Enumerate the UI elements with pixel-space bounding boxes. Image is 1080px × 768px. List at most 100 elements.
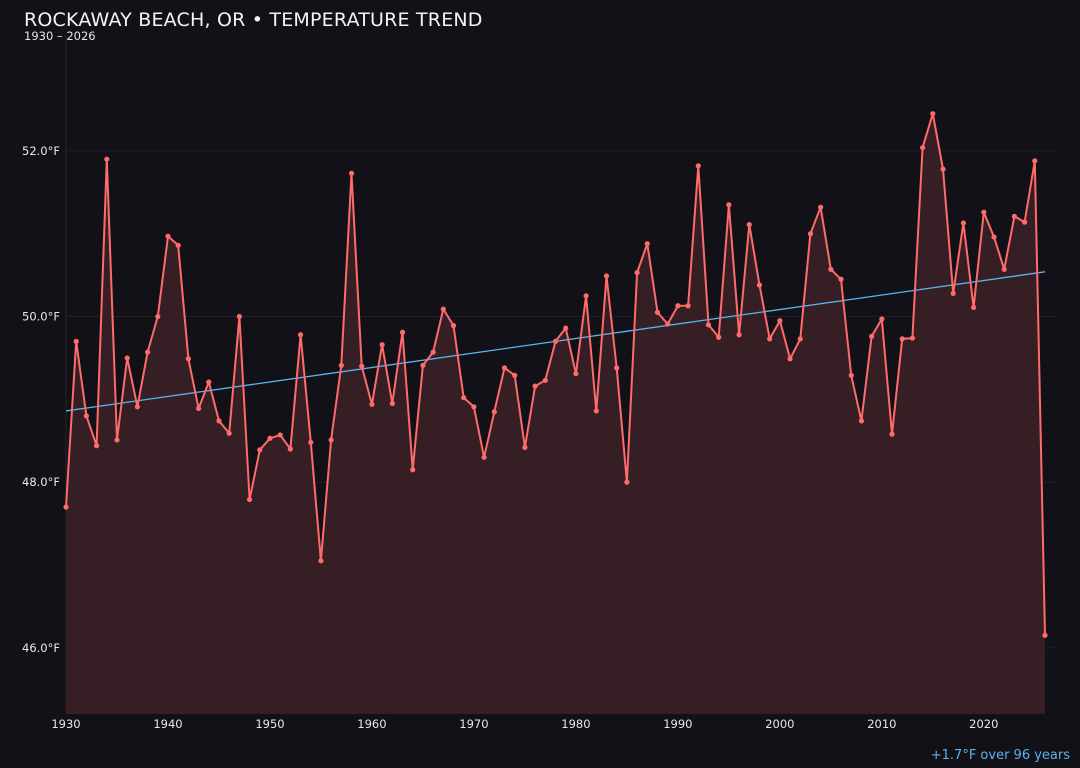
data-point — [155, 313, 161, 320]
data-point — [287, 446, 293, 452]
data-point — [297, 332, 304, 338]
data-point — [563, 325, 569, 331]
data-point — [522, 444, 528, 450]
data-point — [450, 323, 457, 329]
data-point — [73, 338, 79, 344]
data-point — [746, 222, 752, 228]
data-point — [675, 303, 681, 309]
area-fill — [66, 113, 1045, 714]
series-group — [63, 111, 1048, 638]
data-point — [991, 234, 997, 240]
x-tick-label: 1940 — [153, 717, 182, 731]
y-tick-label: 52.0°F — [22, 144, 60, 158]
data-point — [399, 329, 406, 335]
data-point — [726, 202, 732, 208]
data-point — [593, 408, 599, 414]
x-axis: 1930 1940 1950 1960 1970 1980 1990 2000 2010 2020 — [51, 717, 998, 731]
data-point — [838, 276, 844, 282]
data-point — [818, 204, 824, 210]
x-tick-label: 2010 — [867, 717, 896, 731]
data-point — [318, 558, 324, 564]
data-point — [501, 365, 508, 371]
data-point — [257, 447, 263, 453]
data-point — [787, 356, 793, 362]
data-point — [1042, 632, 1048, 638]
data-point — [767, 336, 773, 342]
data-point — [420, 362, 426, 368]
x-tick-label: 1960 — [357, 717, 386, 731]
data-point — [685, 303, 691, 309]
data-point — [716, 334, 722, 340]
data-point — [206, 379, 212, 385]
data-point — [124, 355, 130, 361]
data-point — [1022, 219, 1028, 225]
data-point — [583, 293, 589, 299]
y-axis: 46.0°F 48.0°F 50.0°F 52.0°F — [22, 144, 60, 655]
data-point — [960, 220, 967, 226]
data-point — [797, 336, 803, 342]
data-point — [634, 270, 640, 276]
data-point — [940, 166, 946, 172]
data-point — [644, 241, 650, 247]
data-point — [920, 145, 926, 151]
y-tick-label: 46.0°F — [22, 641, 60, 655]
data-point — [889, 431, 895, 437]
data-point — [1032, 158, 1038, 164]
y-tick-label: 48.0°F — [22, 475, 60, 489]
data-point — [134, 404, 140, 410]
x-tick-label: 1970 — [459, 717, 488, 731]
data-point — [338, 362, 344, 368]
data-point — [869, 333, 875, 340]
chart-title: ROCKAWAY BEACH, OR • TEMPERATURE TREND — [24, 9, 483, 31]
data-point — [542, 377, 548, 383]
data-point — [777, 318, 783, 324]
data-point — [512, 372, 518, 378]
data-point — [236, 313, 242, 320]
data-point — [756, 282, 763, 288]
data-point — [614, 365, 620, 371]
data-point — [226, 430, 232, 436]
data-point — [858, 418, 865, 424]
data-point — [144, 349, 151, 355]
data-point — [328, 437, 334, 443]
data-point — [114, 437, 120, 443]
data-point — [195, 405, 202, 412]
data-point — [552, 338, 559, 344]
x-tick-label: 2000 — [765, 717, 794, 731]
chart-subtitle: 1930 – 2026 — [24, 29, 96, 43]
data-point — [104, 156, 110, 162]
data-point — [532, 383, 538, 389]
data-point — [879, 316, 885, 322]
data-point — [624, 479, 630, 485]
data-point — [471, 404, 477, 410]
x-tick-label: 1980 — [561, 717, 590, 731]
data-point — [665, 321, 671, 327]
x-tick-label: 1930 — [51, 717, 80, 731]
data-point — [430, 349, 436, 355]
data-point — [185, 356, 191, 362]
x-tick-label: 1950 — [255, 717, 284, 731]
data-point — [267, 435, 273, 441]
data-point — [63, 504, 69, 510]
data-point — [369, 401, 375, 407]
data-point — [573, 371, 579, 377]
data-point — [950, 290, 956, 296]
data-point — [705, 322, 712, 328]
data-point — [165, 233, 171, 239]
data-point — [981, 209, 987, 215]
data-point — [93, 443, 100, 449]
x-tick-label: 2020 — [969, 717, 998, 731]
data-point — [461, 395, 467, 401]
data-point — [909, 335, 916, 341]
data-point — [440, 306, 446, 312]
data-point — [930, 111, 936, 117]
data-point — [603, 273, 610, 279]
data-point — [389, 400, 395, 407]
data-point — [359, 363, 365, 369]
y-tick-label: 50.0°F — [22, 310, 60, 324]
data-point — [736, 332, 742, 338]
data-point — [481, 454, 487, 460]
x-tick-label: 1990 — [663, 717, 692, 731]
data-point — [83, 413, 89, 419]
